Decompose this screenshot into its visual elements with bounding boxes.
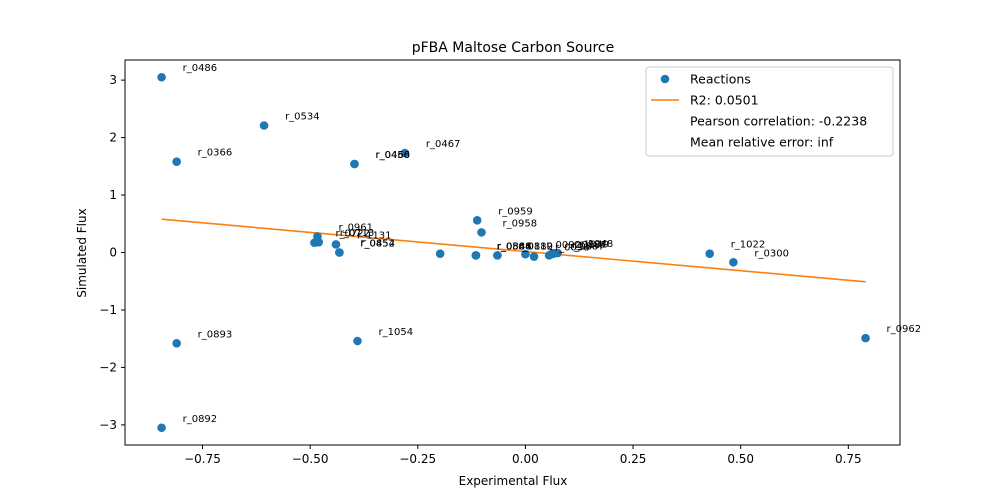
legend-dot-marker [660,74,670,84]
data-point [314,237,324,247]
point-label: r_0098 [555,243,590,254]
data-point [493,251,502,260]
point-label: r_0092 [546,240,581,251]
data-point [705,249,714,258]
point-label: r_0466 [375,150,410,161]
data-point [400,148,410,158]
x-tick-label: −0.25 [399,452,436,466]
legend-entry: R2: 0.0501 [690,93,759,108]
data-point [861,333,870,343]
point-label: r_1048 [579,239,614,250]
data-point [521,249,530,259]
point-label: r_0893 [198,329,233,340]
point-label: r_0958 [503,218,538,229]
point-label: r_0852 [360,239,395,250]
point-label: r_0450 [375,150,410,161]
data-point [172,157,181,167]
point-label: r_0713 [340,228,375,239]
data-point [529,252,539,261]
data-point [553,248,563,258]
point-label: r_0544 [497,241,532,252]
point-label: r_1022 [731,240,766,251]
point-label: r_0887 [570,241,605,252]
point-label: r_1131 [357,230,392,241]
data-point [471,251,481,260]
y-axis-ticks: −3 −2 −1 0 1 2 3 [99,73,125,432]
x-tick-label: −0.75 [184,452,221,466]
point-label: r_0888 [497,241,532,252]
data-point [472,216,482,225]
point-label: r_0300 [754,248,789,259]
data-point [435,249,445,258]
legend-entry: Pearson correlation: -0.2238 [690,114,867,129]
point-label: r_0722 [335,229,370,240]
legend-box [645,66,894,157]
y-tick-label: 3 [109,73,117,87]
chart-title: pFBA Maltose Carbon Source [412,40,615,56]
x-axis-title: Experimental Flux [459,474,568,488]
data-point [172,338,181,348]
point-label: r_0486 [183,63,218,74]
point-label: r_1054 [379,327,414,338]
fit-line [161,218,866,283]
legend-entry: Mean relative error: inf [690,135,834,150]
chart-legend: Reactions R2: 0.0501 Pearson correlation: … [645,66,894,157]
point-label: r_1049 [574,240,609,251]
point-label: r_0886 [497,241,532,252]
y-axis-title: Simulated Flux [75,208,89,297]
y-tick-label: −2 [99,360,117,374]
data-point [477,228,486,237]
point-label: r_0887 [572,240,607,251]
point-label: r_0962 [887,324,922,335]
point-label: r_0467 [426,139,461,150]
y-tick-label: −1 [99,303,117,317]
point-label: r_0534 [285,112,320,123]
data-point [157,423,166,433]
y-tick-label: 0 [109,246,117,260]
data-point [259,121,269,130]
x-tick-label: −0.50 [292,452,329,466]
data-point [729,257,738,267]
data-point [353,336,362,346]
x-tick-label: 0.25 [620,452,647,466]
data-point [350,159,359,169]
x-tick-label: 0.00 [512,452,539,466]
point-label: r_0961 [338,222,373,233]
data-point [335,248,344,257]
point-label: r_0959 [498,206,533,217]
x-tick-label: 0.75 [835,452,862,466]
y-tick-label: 1 [109,188,117,202]
x-tick-label: 0.50 [727,452,754,466]
point-label: r_0892 [183,414,218,425]
legend-entry: Reactions [690,72,751,87]
y-tick-label: −3 [99,418,117,432]
point-label: r_0112 [518,241,553,252]
point-label: r_0454 [360,239,395,250]
point-label: r_0889 [518,241,553,252]
point-label: r_0366 [198,148,233,159]
data-point [331,240,341,249]
data-point [157,72,166,82]
x-axis-ticks: −0.75 −0.50 −0.25 0.00 0.25 0.50 0.75 [184,445,862,466]
y-tick-label: 2 [109,131,117,145]
